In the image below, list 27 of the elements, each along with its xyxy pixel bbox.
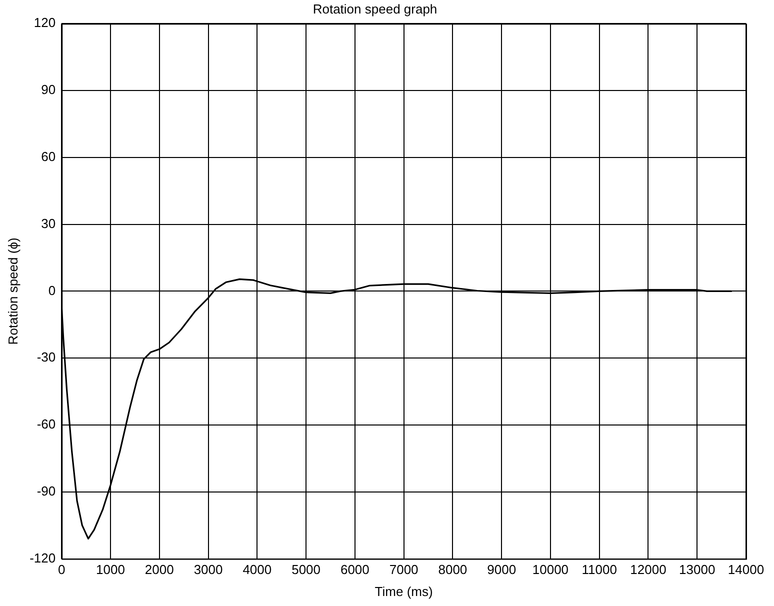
- y-tick-label: 30: [41, 216, 56, 231]
- x-axis-title: Time (ms): [374, 584, 433, 599]
- x-tick-label: 13000: [679, 562, 716, 578]
- x-tick-label: 3000: [194, 562, 223, 578]
- y-tick-label: -90: [36, 483, 56, 498]
- x-tick-label: 12000: [630, 562, 666, 578]
- y-tick-label: 0: [48, 282, 56, 298]
- x-tick-label: 1000: [96, 562, 125, 578]
- x-tick-label: 4000: [242, 562, 272, 578]
- chart-title: Rotation speed graph: [312, 1, 438, 16]
- x-tick-label: 7000: [389, 562, 418, 578]
- y-tick-label: -60: [36, 416, 56, 432]
- y-tick-label: 60: [41, 148, 56, 164]
- x-tick-label: 6000: [340, 562, 370, 578]
- x-tick-label: 8000: [438, 562, 468, 578]
- x-tick-label: 11000: [582, 562, 617, 578]
- x-tick-label: 0: [58, 562, 66, 578]
- x-tick-label: 2000: [144, 562, 174, 578]
- y-axis-title: Rotation speed (ϕ): [5, 238, 20, 345]
- x-tick-label: 14000: [728, 562, 764, 578]
- y-tick-label: 120: [34, 15, 56, 30]
- y-tick-label: -120: [30, 550, 56, 566]
- x-tick-label: 5000: [292, 562, 320, 578]
- x-tick-label: 10000: [532, 562, 569, 578]
- x-tick-label: 9000: [487, 562, 516, 578]
- y-tick-label: 90: [41, 82, 56, 98]
- y-tick-label: -30: [36, 350, 56, 365]
